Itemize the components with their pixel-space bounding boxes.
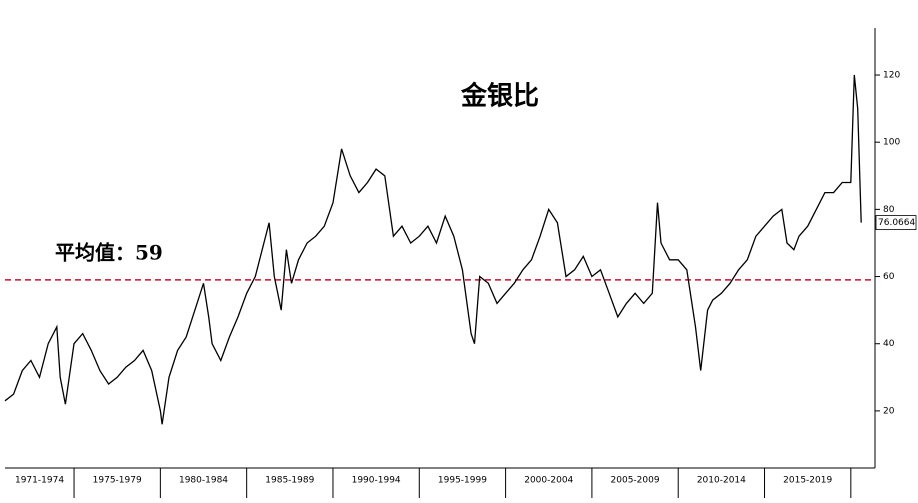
x-tick-label: 1975-1979 (93, 476, 142, 486)
y-tick-label: 60 (883, 272, 895, 282)
y-tick-label: 20 (883, 406, 895, 416)
end-label-box (875, 215, 917, 230)
x-tick-label: 1971-1974 (15, 476, 64, 486)
series-line (4, 74, 862, 425)
x-tick-label: 1990-1994 (352, 476, 401, 486)
average-label: 平均值：59 (55, 240, 163, 264)
y-tick-label: 120 (883, 71, 900, 81)
x-tick-label: 1980-1984 (179, 476, 228, 486)
x-tick-label: 2010-2014 (697, 476, 746, 486)
x-tick-label: 1995-1999 (438, 476, 487, 486)
x-tick-label: 2000-2004 (524, 476, 573, 486)
x-tick-label: 2015-2019 (783, 476, 832, 486)
x-tick-label: 2005-2009 (611, 476, 660, 486)
x-tick-label: 1985-1989 (265, 476, 314, 486)
y-tick-label: 80 (883, 205, 895, 215)
end-label: 76.0664 (878, 218, 915, 228)
y-tick-label: 100 (883, 138, 900, 148)
chart-title: 金银比 (460, 81, 539, 112)
y-tick-label: 40 (883, 339, 895, 349)
